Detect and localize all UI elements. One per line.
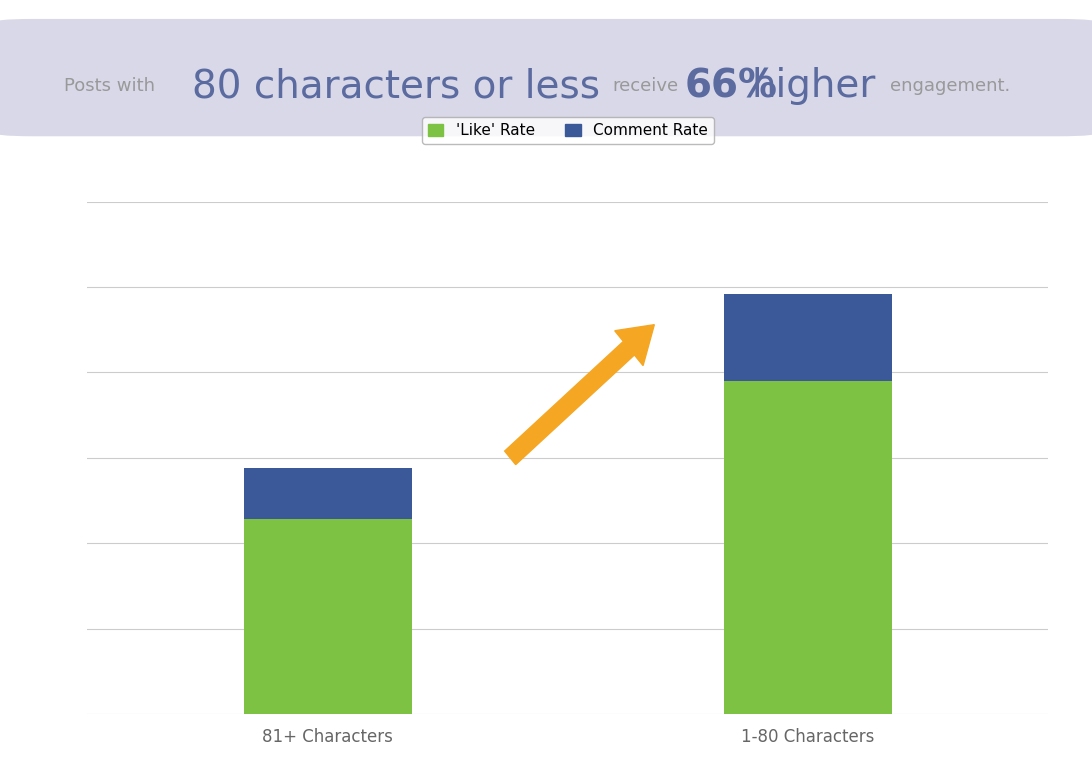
Text: 66%: 66% bbox=[685, 68, 778, 106]
Text: engagement.: engagement. bbox=[890, 78, 1010, 95]
Bar bbox=[724, 381, 892, 714]
FancyBboxPatch shape bbox=[0, 19, 1092, 137]
Text: 80 characters or less: 80 characters or less bbox=[192, 68, 600, 106]
FancyArrow shape bbox=[505, 324, 654, 465]
Bar bbox=[244, 519, 412, 714]
Text: receive: receive bbox=[613, 78, 679, 95]
Text: higher: higher bbox=[751, 68, 876, 106]
Legend: 'Like' Rate, Comment Rate: 'Like' Rate, Comment Rate bbox=[422, 117, 714, 144]
Text: Posts with: Posts with bbox=[63, 78, 155, 95]
Bar bbox=[244, 468, 412, 519]
Bar bbox=[724, 294, 892, 381]
